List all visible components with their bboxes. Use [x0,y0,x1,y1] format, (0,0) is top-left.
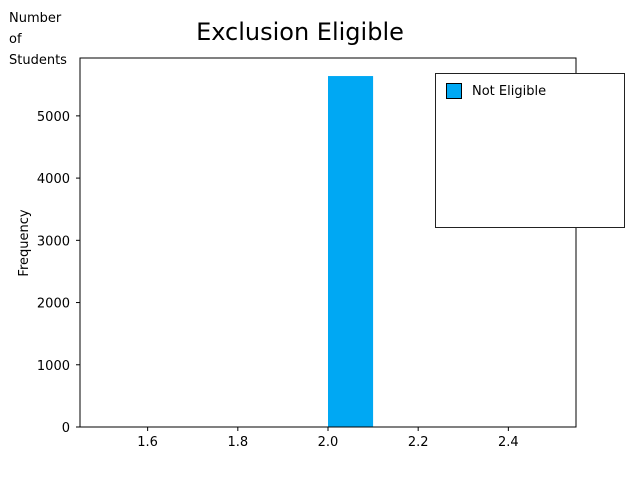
plot-frame [79,57,577,428]
y-tick-label: 5000 [37,110,70,125]
legend-swatch [446,83,462,99]
x-tick-label: 2.0 [318,435,339,450]
x-tick-label: 1.6 [137,435,158,450]
x-axis: 1.6 1.8 2.0 2.2 2.4 [137,427,519,450]
legend-label: Not Eligible [472,83,547,99]
legend-item-not-eligible: Not Eligible [446,83,546,99]
y-tick-label: 4000 [37,172,70,187]
y-tick-label: 0 [62,421,70,436]
units-label: Number of Students [9,11,67,68]
legend: Not Eligible [435,73,625,228]
x-tick-label: 2.2 [408,435,429,450]
y-axis: 0 1000 2000 3000 4000 5000 [37,110,80,436]
y-tick-label: 1000 [37,359,70,374]
x-tick-label: 2.4 [498,435,519,450]
chart-title: Exclusion Eligible [196,18,404,46]
y-axis-label: Frequency [17,209,32,276]
y-tick-label: 2000 [37,297,70,312]
y-tick-label: 3000 [37,234,70,249]
bars-group [328,76,374,427]
x-tick-label: 1.8 [227,435,248,450]
bar-0 [328,76,374,427]
